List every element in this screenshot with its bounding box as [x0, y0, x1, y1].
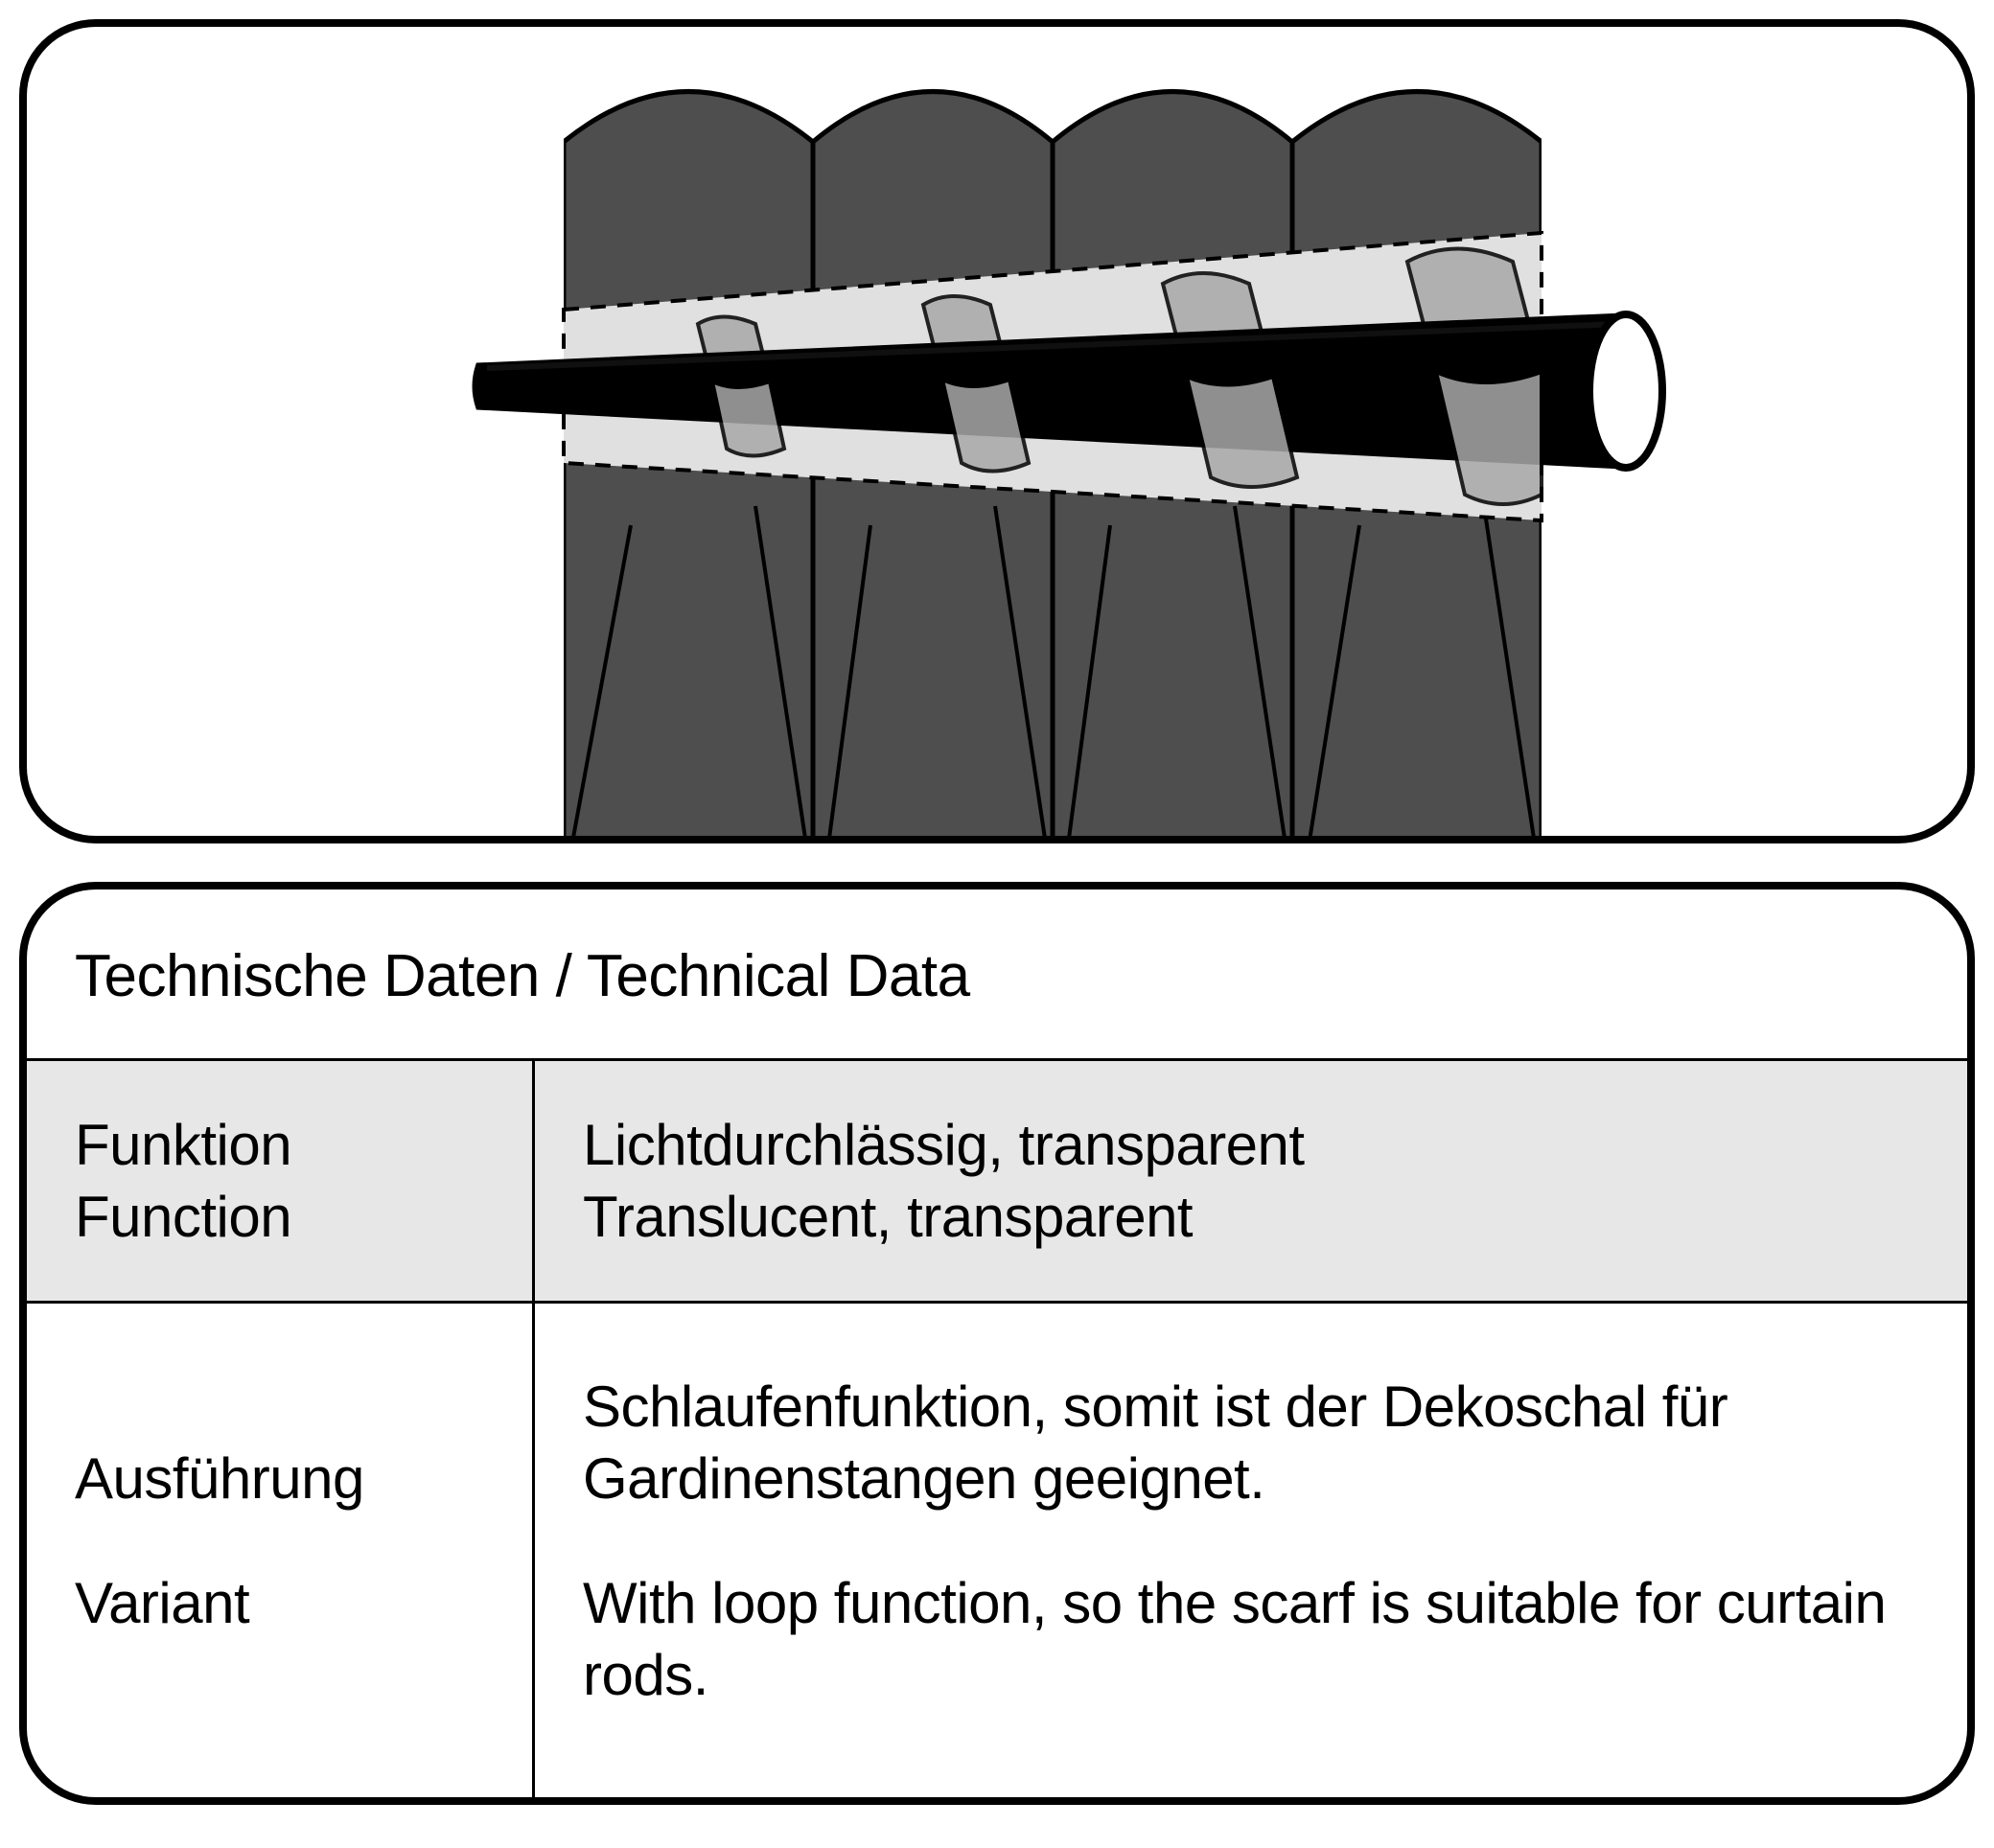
- label-en: Variant: [75, 1567, 494, 1639]
- value-de: Lichtdurchlässig, transparent: [583, 1109, 1910, 1181]
- row-label: Ausführung Variant: [27, 1304, 535, 1797]
- row-value: Schlaufenfunktion, somit ist der Dekosch…: [535, 1304, 1967, 1797]
- row-value: Lichtdurchlässig, transparent Translucen…: [535, 1061, 1967, 1301]
- label-en: Function: [75, 1181, 494, 1253]
- illustration-panel: [19, 19, 1975, 843]
- value-en: With loop function, so the scarf is suit…: [583, 1567, 1910, 1711]
- value-en: Translucent, transparent: [583, 1181, 1910, 1253]
- table-header: Technische Daten / Technical Data: [27, 889, 1967, 1058]
- curtain-rod-diagram: [27, 27, 1967, 836]
- label-de: Funktion: [75, 1109, 494, 1181]
- value-de: Schlaufenfunktion, somit ist der Dekosch…: [583, 1371, 1910, 1514]
- table-row: Funktion Function Lichtdurchlässig, tran…: [27, 1058, 1967, 1301]
- label-de: Ausführung: [75, 1443, 494, 1514]
- row-label: Funktion Function: [27, 1061, 535, 1301]
- table-row: Ausführung Variant Schlaufenfunktion, so…: [27, 1301, 1967, 1797]
- technical-data-panel: Technische Daten / Technical Data Funkti…: [19, 882, 1975, 1805]
